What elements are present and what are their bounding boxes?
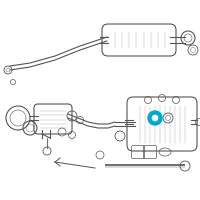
Circle shape: [152, 115, 158, 121]
Circle shape: [148, 111, 162, 125]
